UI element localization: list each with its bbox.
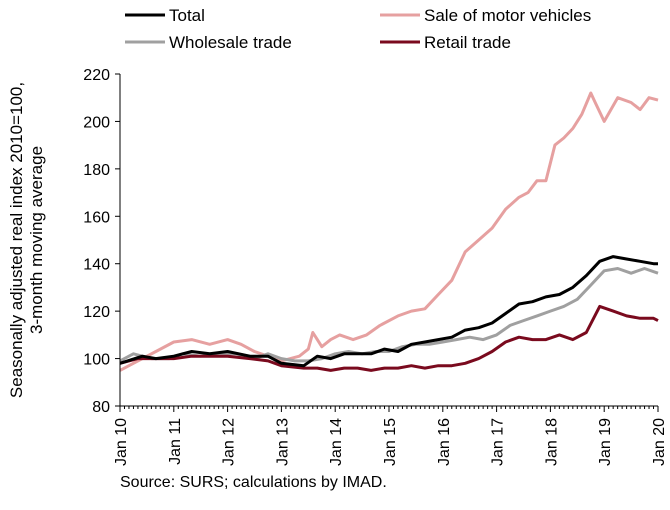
- plot-area: [119, 91, 659, 372]
- x-tick-label: Jan 14: [328, 418, 345, 466]
- y-tick-label: 160: [83, 209, 110, 226]
- series-line-wholesale-trade: [119, 267, 659, 363]
- y-tick-label: 140: [83, 257, 110, 274]
- x-tick-label: Jan 15: [382, 418, 399, 466]
- legend-label: Wholesale trade: [169, 33, 292, 52]
- source-note: Source: SURS; calculations by IMAD.: [120, 474, 387, 491]
- x-tick-label: Jan 13: [274, 418, 291, 466]
- axes: 80 100 120 140 160 180 200 220 Jan 10 Jan 11 Jan 1…: [83, 67, 668, 466]
- x-tick-label: Jan 10: [113, 418, 130, 466]
- y-tick-label: 100: [83, 352, 110, 369]
- y-tick-label: 220: [83, 67, 110, 84]
- chart-legend: Total Sale of motor vehicles Wholesale tra…: [125, 6, 591, 52]
- y-axis-label-line: 3-month moving average: [27, 146, 46, 334]
- y-tick-label: 180: [83, 162, 110, 179]
- y-axis-label-line: Seasonally adjusted real index 2010=100,: [7, 82, 26, 398]
- y-tick-label: 200: [83, 114, 110, 131]
- x-tick-label: Jan 20: [651, 418, 668, 466]
- legend-label: Total: [169, 6, 205, 25]
- y-tick-label: 80: [92, 399, 110, 416]
- x-tick-label: Jan 18: [543, 418, 560, 466]
- series-line-total: [119, 255, 658, 368]
- x-tick-label: Jan 19: [597, 418, 614, 466]
- x-tick-label: Jan 16: [436, 418, 453, 466]
- legend-label: Sale of motor vehicles: [424, 6, 591, 25]
- y-axis-label: Seasonally adjusted real index 2010=100,…: [7, 82, 46, 398]
- y-tick-label: 120: [83, 304, 110, 321]
- series-line-retail-trade: [119, 304, 659, 372]
- x-tick-label: Jan 11: [167, 418, 184, 465]
- x-tick-label: Jan 12: [221, 418, 238, 466]
- series-line-sale-of-motor-vehicles: [119, 91, 659, 372]
- x-tick-label: Jan 17: [490, 418, 507, 466]
- legend-label: Retail trade: [424, 33, 511, 52]
